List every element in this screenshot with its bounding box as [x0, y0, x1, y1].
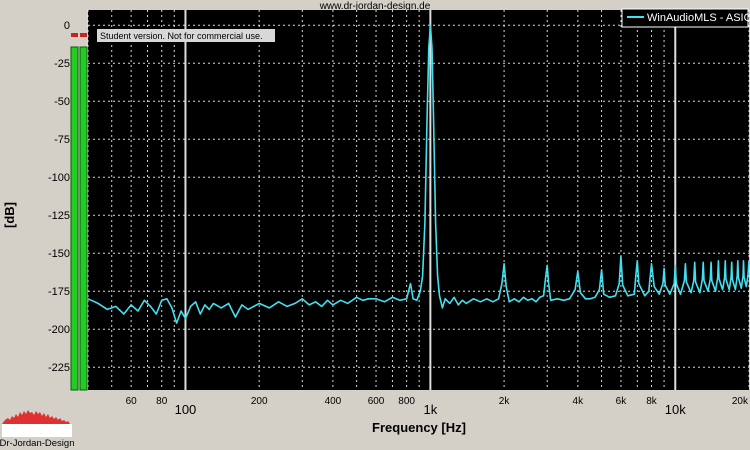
y-axis-title: [dB]: [2, 202, 17, 228]
y-tick-label: -50: [54, 96, 70, 108]
x-tick-label-major: 100: [175, 402, 197, 417]
logo-waveform-icon: [2, 410, 70, 424]
logo-text: Dr-Jordan-Design: [0, 438, 74, 449]
x-tick-label: 600: [368, 396, 385, 407]
x-tick-label: 200: [251, 396, 268, 407]
meter-peak-right: [80, 33, 87, 37]
logo-bg: [2, 424, 72, 437]
legend: WinAudioMLS - ASIO: [621, 8, 750, 28]
watermark-text: Student version. Not for commercial use.: [100, 31, 263, 41]
x-tick-label-major: 10k: [665, 402, 686, 417]
meter-bar-right: [79, 46, 88, 391]
series-line: [87, 24, 750, 324]
y-tick-label: -175: [48, 286, 70, 298]
watermark-bg: [97, 29, 275, 42]
trace: [87, 24, 750, 324]
meter-peak-left: [71, 33, 78, 37]
level-meter: [70, 33, 88, 391]
x-axis-ticks: 60 80 200 400 600 800 2k 4k 6k 8k 20k 100 1k 10k: [126, 396, 749, 417]
y-tick-label: -75: [54, 134, 70, 146]
watermark: Student version. Not for commercial use.: [97, 29, 275, 42]
meter-bar-left: [70, 46, 79, 391]
y-tick-label: -25: [54, 58, 70, 70]
x-axis-title: Frequency [Hz]: [372, 420, 466, 435]
x-tick-label: 4k: [573, 396, 585, 407]
y-tick-label: -200: [48, 324, 70, 336]
x-tick-label: 8k: [646, 396, 658, 407]
x-tick-label: 800: [398, 396, 415, 407]
y-tick-label: -150: [48, 248, 70, 260]
y-tick-label: -100: [48, 172, 70, 184]
plot-area: [88, 10, 749, 390]
grid: [87, 10, 750, 390]
y-tick-label: -225: [48, 362, 70, 374]
x-tick-label: 400: [325, 396, 342, 407]
x-tick-label: 20k: [732, 396, 749, 407]
x-tick-label: 80: [156, 396, 168, 407]
x-tick-label: 60: [126, 396, 138, 407]
y-tick-label: -125: [48, 210, 70, 222]
x-tick-label-major: 1k: [423, 402, 437, 417]
legend-entry: WinAudioMLS - ASIO: [647, 12, 750, 24]
legend-box: [621, 8, 749, 28]
y-axis-ticks: 0 -25 -50 -75 -100 -125 -150 -175 -200 -225: [48, 20, 70, 374]
x-tick-label: 2k: [499, 396, 511, 407]
logo: Dr-Jordan-Design: [0, 410, 74, 449]
header-url: www.dr-jordan-design.de: [319, 1, 431, 12]
y-tick-label: 0: [64, 20, 70, 32]
x-tick-label: 6k: [616, 396, 628, 407]
